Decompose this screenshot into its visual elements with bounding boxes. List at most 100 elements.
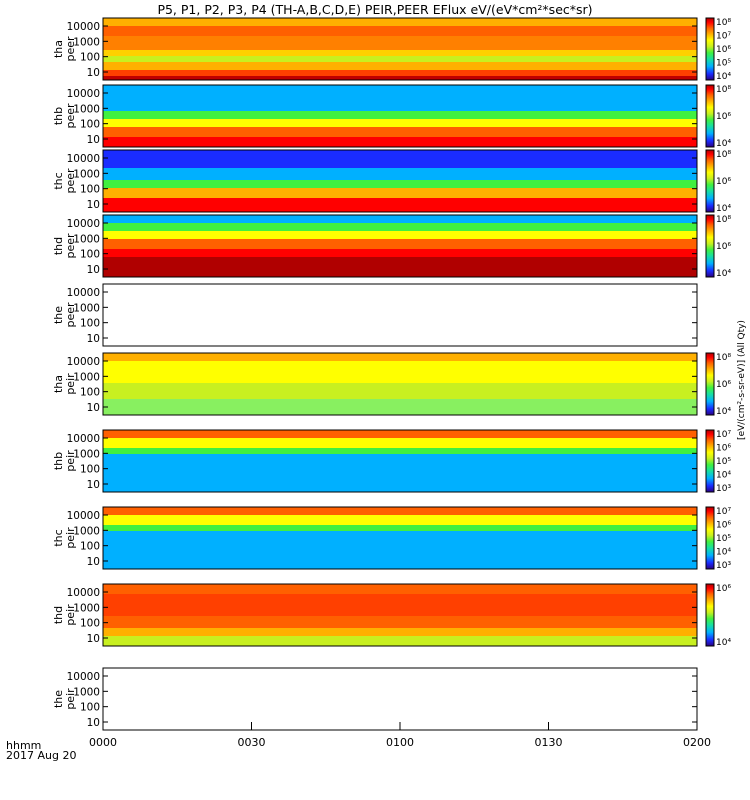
panel-ylabel: thbpeer: [52, 103, 77, 129]
panel-ylabel-species: peir: [64, 527, 77, 549]
spectrogram-band: [103, 70, 697, 76]
x-tick-label: 0100: [386, 736, 414, 749]
panel-ylabel: thapeir: [52, 373, 77, 395]
panel-frame: [102, 283, 698, 347]
panel-frame: [102, 352, 698, 416]
panel-the-peir: 10000 1000 100 10 thepeir: [52, 667, 698, 731]
panel-tha-peer: 10000 1000 100 10 thapeer 10⁸ 10⁷ 10⁶ 10⁵ 10⁴: [52, 17, 731, 82]
panel-thb-peer: 10000 1000 100 10 thbpeer 10⁸ 10⁶ 10⁴: [52, 84, 731, 149]
colorbar-tick-label: 10⁴: [716, 638, 731, 648]
colorbar: [705, 84, 715, 148]
chart-title: P5, P1, P2, P3, P4 (TH-A,B,C,D,E) PEIR,P…: [157, 2, 593, 17]
y-tick-label: 1000: [73, 686, 100, 698]
colorbar-tick-label: 10⁴: [716, 204, 731, 214]
spectrogram-band: [103, 127, 697, 137]
panel-ylabel-species: peer: [64, 168, 77, 194]
spectrogram-band: [103, 448, 697, 454]
colorbar-tick-label: 10⁸: [716, 18, 731, 28]
panel-ylabel-species: peer: [64, 233, 77, 259]
y-tick-label: 10: [87, 199, 100, 211]
colorbar-tick-label: 10⁴: [716, 139, 731, 149]
y-tick-label: 10000: [67, 88, 100, 100]
colorbar: [705, 429, 715, 493]
panel-ylabel-species: peir: [64, 604, 77, 626]
panel-thd-peer: 10000 1000 100 10 thdpeer 10⁸ 10⁶ 10⁴: [52, 214, 731, 279]
spectrogram-band: [103, 111, 697, 119]
panel-ylabel-probe: the: [52, 306, 65, 324]
colorbar-tick-label: 10³: [716, 561, 731, 571]
colorbar-tick-label: 10⁷: [716, 430, 731, 440]
y-tick-label: 10000: [67, 671, 100, 683]
panel-the-peer: 10000 1000 100 10 thepeer: [52, 283, 698, 347]
colorbar-tick-label: 10⁵: [716, 59, 731, 69]
spectrogram-band: [103, 62, 697, 70]
panel-ylabel-probe: thd: [52, 237, 65, 255]
y-tick-label: 10000: [67, 218, 100, 230]
x-axis: 0000 0030 0100 0130 0200: [89, 722, 711, 749]
colorbar: [705, 352, 715, 416]
colorbar-tick-label: 10⁵: [716, 534, 731, 544]
y-tick-label: 10: [87, 556, 100, 568]
spectrogram-band: [103, 430, 697, 438]
spectrogram-band: [103, 188, 697, 198]
panel-ylabel: thcpeer: [52, 168, 77, 194]
spectrogram-band: [103, 180, 697, 188]
panel-ylabel-species: peir: [64, 373, 77, 395]
colorbar-tick-label: 10⁸: [716, 85, 731, 95]
y-tick-label: 1000: [73, 525, 100, 537]
panel-ylabel: thdpeir: [52, 604, 77, 626]
panel-tha-peir: 10000 1000 100 10 thapeir 10⁸ 10⁶ 10⁴: [52, 352, 731, 417]
y-tick-label: 10000: [67, 287, 100, 299]
y-tick-label: 10: [87, 67, 100, 79]
panel-frame: [102, 583, 698, 647]
y-tick-label: 10: [87, 479, 100, 491]
y-tick-label: 10000: [67, 587, 100, 599]
spectrogram-band: [103, 85, 697, 111]
y-tick-label: 10000: [67, 356, 100, 368]
colorbar-tick-label: 10⁶: [716, 242, 731, 252]
spectrogram-band: [103, 507, 697, 515]
colorbar-tick-label: 10⁷: [716, 32, 731, 42]
y-tick-label: 100: [80, 702, 100, 714]
spectrogram-band: [103, 168, 697, 180]
panel-thd-peir: 10000 1000 100 10 thdpeir 10⁶ 10⁴: [52, 583, 731, 648]
spectrogram-band: [103, 594, 697, 616]
panel-ylabel-probe: thc: [52, 529, 65, 546]
panels-layer: 10000 1000 100 10 thapeer 10⁸ 10⁷ 10⁶ 10⁵ 10⁴ 1000…: [52, 17, 747, 731]
panel-ylabel: thepeir: [52, 688, 77, 710]
panel-frame: [102, 214, 698, 278]
colorbar: [705, 17, 715, 81]
colorbar-tick-label: 10⁶: [716, 112, 731, 122]
spectrogram-band: [103, 249, 697, 257]
colorbar-tick-label: 10⁶: [716, 45, 731, 55]
colorbar-tick-label: 10⁸: [716, 353, 731, 363]
colorbar-unit-label: [eV/(cm²-s-sr-eV)] (All Qty): [737, 320, 747, 440]
panel-ylabel: thapeer: [52, 36, 77, 62]
panel-frame: [102, 17, 698, 81]
spectrogram-band: [103, 515, 697, 525]
y-tick-label: 1000: [73, 233, 100, 245]
y-tick-label: 10: [87, 717, 100, 729]
y-tick-label: 100: [80, 52, 100, 64]
date-label: 2017 Aug 20: [6, 749, 77, 762]
spectrogram-band: [103, 76, 697, 80]
colorbar-tick-label: 10⁶: [716, 584, 731, 594]
spectrogram-band: [103, 239, 697, 249]
y-tick-label: 10: [87, 633, 100, 645]
spectrogram-band: [103, 616, 697, 628]
y-tick-label: 100: [80, 119, 100, 131]
spectrogram-band: [103, 119, 697, 127]
spectrogram-band: [103, 137, 697, 147]
panel-ylabel-probe: thb: [52, 107, 65, 125]
panel-ylabel: thdpeer: [52, 233, 77, 259]
spectrogram-band: [103, 525, 697, 531]
spectrogram-band: [103, 18, 697, 26]
panel-ylabel-probe: thb: [52, 452, 65, 470]
y-tick-label: 1000: [73, 371, 100, 383]
y-tick-label: 1000: [73, 302, 100, 314]
panel-ylabel-species: peer: [64, 302, 77, 328]
colorbar-tick-label: 10⁴: [716, 471, 731, 481]
panel-thb-peir: 10000 1000 100 10 thbpeir 10⁷ 10⁶ 10⁵ 10⁴ 10³: [52, 429, 731, 494]
y-tick-label: 10: [87, 134, 100, 146]
y-tick-label: 10: [87, 402, 100, 414]
